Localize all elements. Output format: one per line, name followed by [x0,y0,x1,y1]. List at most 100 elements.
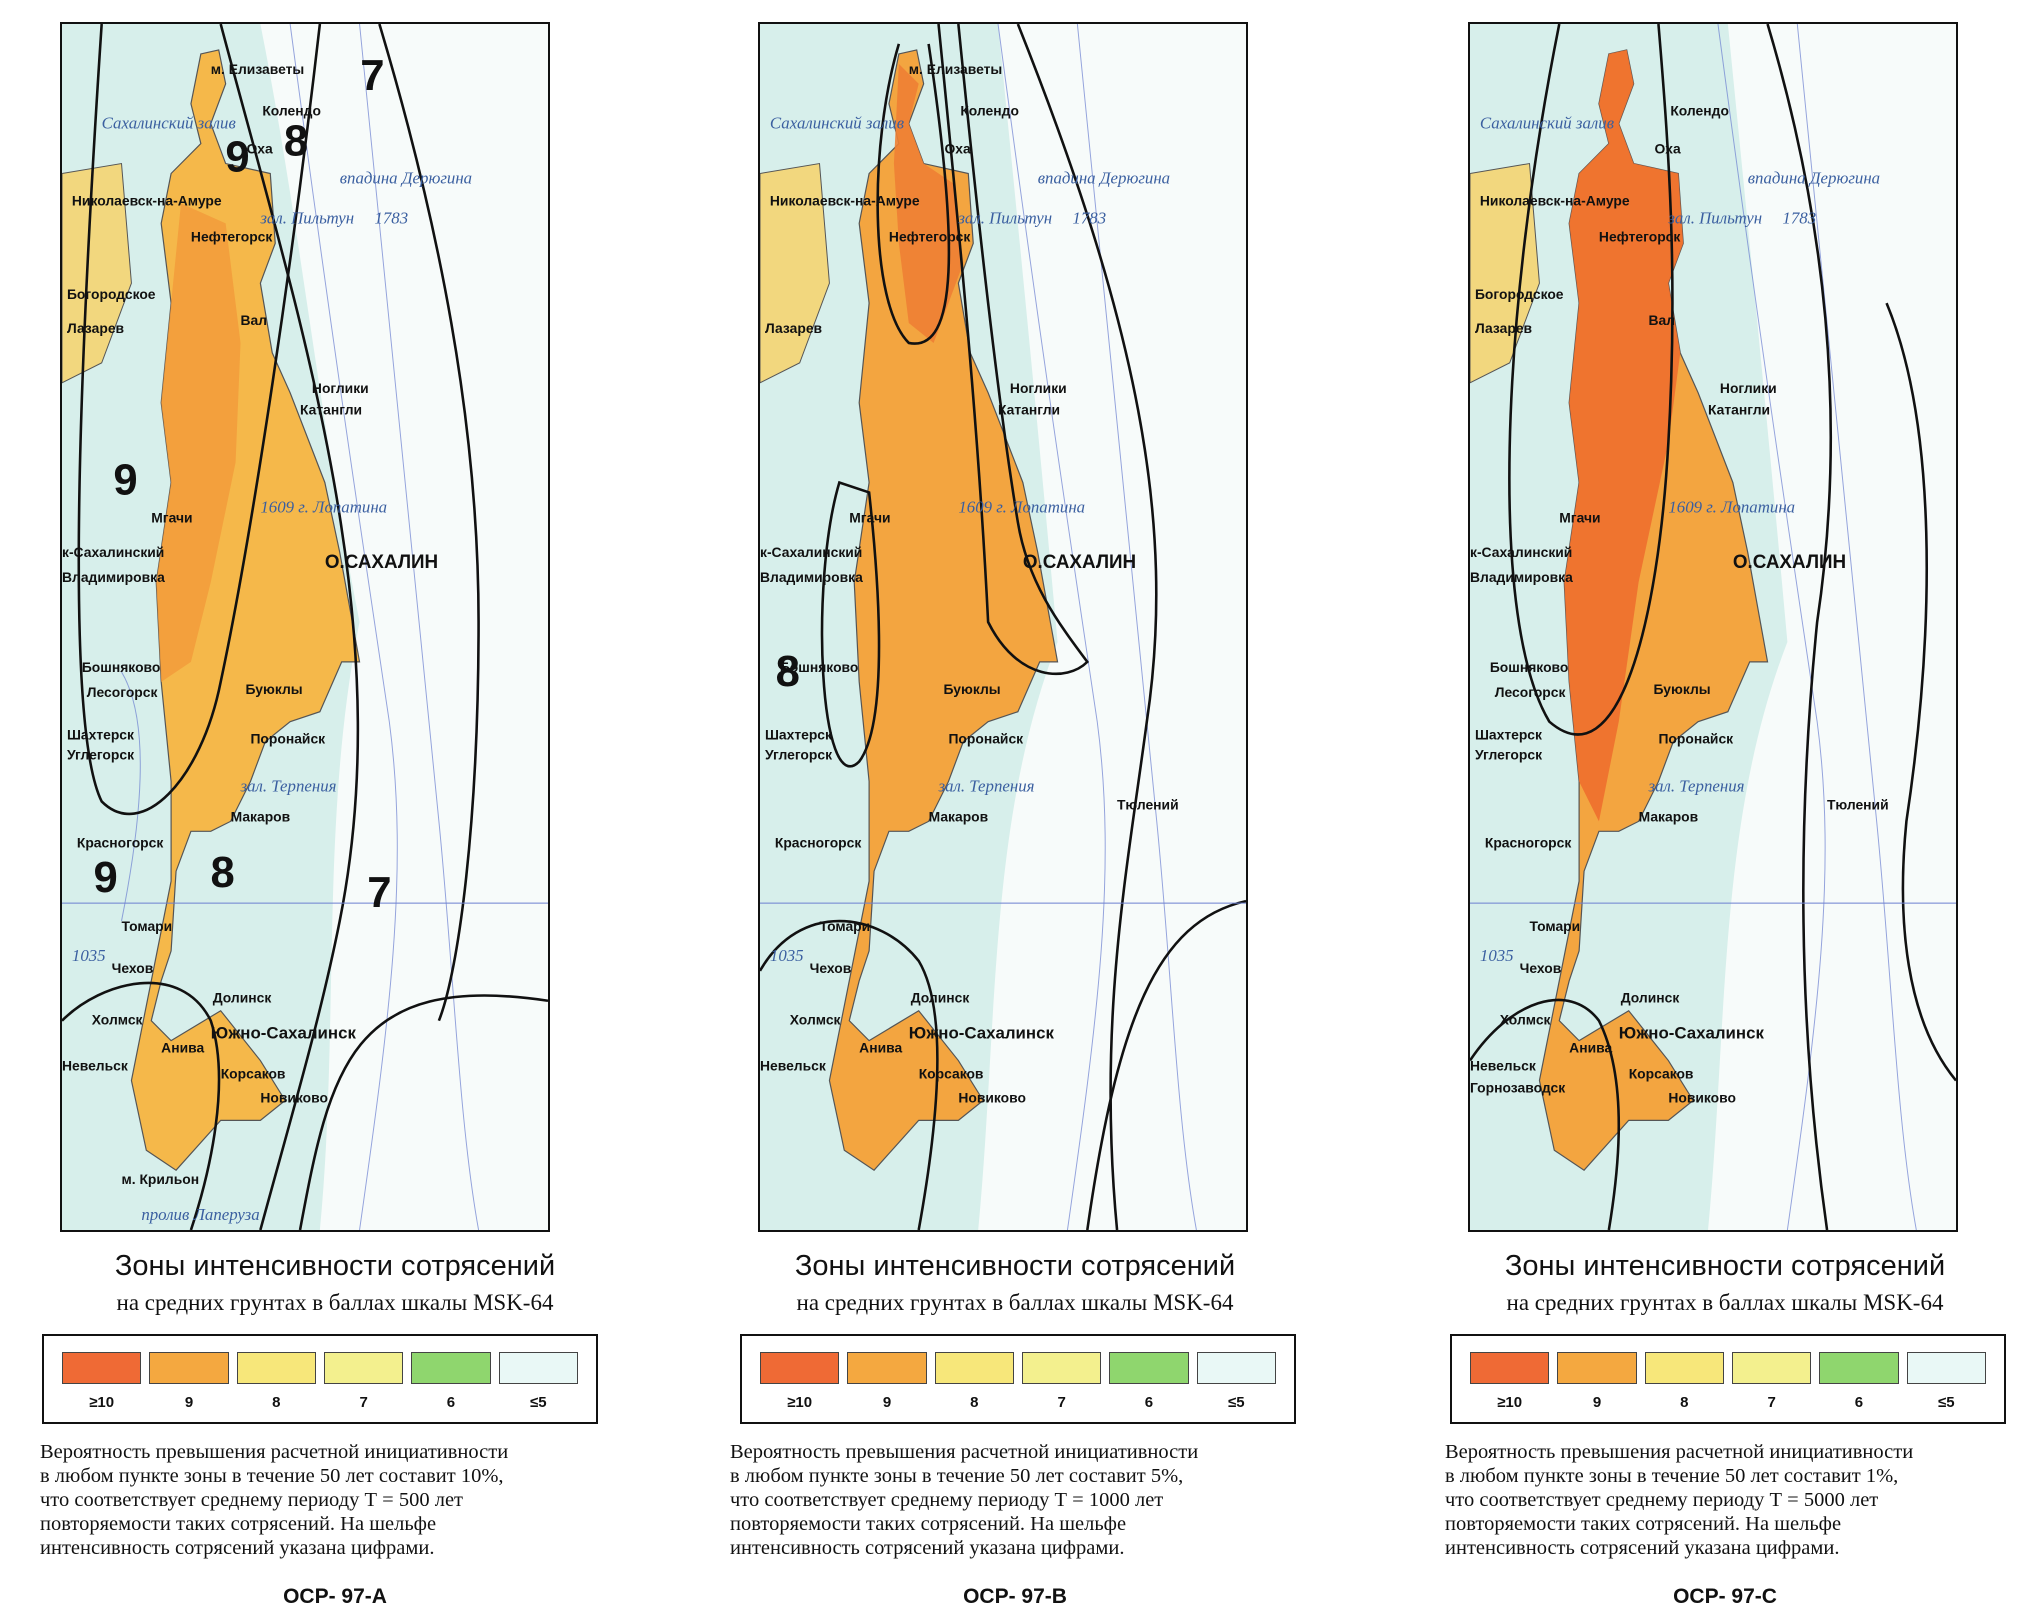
label-korsakov-b: Корсаков [919,1065,984,1081]
description-c: Вероятность превышения расчетной инициат… [1445,1440,2011,1560]
legend-swatch-4 [1819,1352,1899,1384]
label-gornozavodsk-c: Горнозаводск [1470,1079,1565,1095]
legend-swatch-0 [760,1352,840,1384]
legend-b: ≥10 9 8 7 6 ≤5 [740,1334,1296,1424]
zone-line-3 [1885,302,1956,1082]
label-uglegorsk-b: Углегорск [765,747,832,763]
label-sakh-bay-a: Сахалинский залив [102,114,237,133]
zone-title-c: Зоны интенсивности сотрясений [1504,1250,1946,1282]
legend-swatch-3 [1731,1352,1812,1384]
desc-line: в любом пункте зоны в течение 50 лет сос… [1445,1465,1899,1487]
desc-line: Вероятность превышения расчетной инициат… [1445,1441,1914,1463]
label-chekhov-b: Чехов [810,960,852,976]
label-yuzhno-c: Южно-Сахалинск [1619,1024,1765,1043]
zone-number: 9 [113,455,137,504]
desc-line: повторяемости таких сотрясений. На шельф… [1445,1513,1842,1535]
legend-a: ≥10 9 8 7 6 ≤5 [42,1334,598,1424]
zone-line-3 [219,24,360,1230]
label-tomari-c: Томари [1530,918,1581,934]
zone-line-3 [937,24,1090,676]
label-krasnogorsk-b: Красногорск [775,834,861,850]
legend-label-5: ≤5 [530,1394,547,1411]
legend-label-3: 7 [359,1394,368,1411]
label-nevelsk-b: Невельск [760,1057,826,1073]
description-b: Вероятность превышения расчетной инициат… [730,1440,1296,1560]
label-shakhtersk-b: Шахтерск [765,727,832,743]
label-nogliki-c: Ноглики [1720,380,1777,396]
label-lesogorsk-a: Лесогорск [87,684,158,700]
label-katangli-c: Катангли [1708,402,1770,418]
label-lazarev-c: Лазарев [1475,320,1532,336]
label-tyuleniy-c: Тюлений [1827,796,1889,812]
description-a: Вероятность превышения расчетной инициат… [40,1440,606,1560]
mainland [62,162,132,384]
label-neftegorsk-b: Нефтегорск [889,228,970,244]
label-piltun-b: зал. Пильтун [957,208,1052,227]
label-makarov-c: Макаров [1639,808,1699,824]
label-lopatina-c: 1609 г. Лопатина [1668,497,1795,516]
legend-labels-c: ≥10 9 8 7 6 ≤5 [1470,1394,1986,1416]
label-okha-b: Оха [944,141,970,157]
mainland [760,162,830,384]
panel-b: м. Елизаветы Оха Колендо Николаевск-на-А… [720,0,1310,1613]
desc-line: повторяемости таких сотрясений. На шельф… [730,1513,1127,1535]
label-val-a: Вал [241,312,268,328]
label-yuzhno-b: Южно-Сахалинск [909,1024,1055,1043]
label-kolendo-c: Колендо [1670,103,1729,119]
desc-line: интенсивность сотрясений указана цифрами… [730,1537,1125,1559]
label-sakhalin-a: О.САХАЛИН [325,552,438,573]
label-kolendo-a: Колендо [262,103,321,119]
label-deryugin-a: впадина Дерюгина [340,168,472,187]
island-sakhalin [828,49,1059,1171]
label-lazarev-b: Лазарев [765,320,822,336]
label-aleksandrovsk-a: к-Сахалинский [62,544,164,560]
label-elizaveta-a: м. Елизаветы [211,61,305,77]
legend-label-1: 9 [184,1394,194,1411]
label-shakhtersk-a: Шахтерск [67,727,134,743]
zone-line-1 [77,24,322,816]
label-novikovo-b: Новиково [958,1089,1026,1105]
label-buyukly-c: Буюклы [1653,681,1710,697]
label-terpeniya-b: зал. Терпения [938,776,1035,795]
label-kholmsk-a: Холмск [92,1012,143,1028]
zone-subtitle-a: на средних грунтах в баллах шкалы MSK-64 [116,1290,554,1315]
zone-subtitle-c: на средних грунтах в баллах шкалы MSK-64 [1506,1290,1944,1315]
label-aniva-a: Анива [161,1040,204,1056]
legend-swatch-5 [498,1352,578,1384]
map-svg-b: м. Елизаветы Оха Колендо Николаевск-на-А… [760,24,1246,1230]
panel-c: Оха Колендо Николаевск-на-Амуре Нефтегор… [1430,0,2020,1613]
legend-label-4: 6 [446,1394,456,1411]
legend-label-4: 6 [1854,1394,1864,1411]
desc-line: что соответствует среднему периоду Т = 1… [730,1489,1164,1511]
label-tyuleniy-b: Тюлений [1117,796,1179,812]
legend-label-1: 9 [1592,1394,1602,1411]
label-sakhalin-c: О.САХАЛИН [1733,552,1846,573]
map-svg-c: Оха Колендо Николаевск-на-Амуре Нефтегор… [1470,24,1956,1230]
desc-line: что соответствует среднему периоду Т = 5… [40,1489,464,1511]
legend-swatches-c [1470,1352,1986,1384]
label-vladimirovka-c: Владимировка [1470,569,1573,585]
label-nogliki-a: Ноглики [312,380,369,396]
map-code-c: ОСР- 97-С [1673,1585,1777,1608]
desc-line: в любом пункте зоны в течение 50 лет сос… [730,1465,1184,1487]
zone-line-5 [760,919,939,1230]
zone-number: 7 [360,51,384,100]
legend-label-0: ≥10 [787,1394,813,1411]
label-bogorodskoe-c: Богородское [1475,286,1564,302]
label-laperuza-a: пролив Лаперуза [141,1205,259,1224]
zone-line-2 [820,480,881,768]
legend-swatch-1 [149,1352,229,1384]
label-lopatina-a: 1609 г. Лопатина [260,497,387,516]
desc-line: Вероятность превышения расчетной инициат… [40,1441,509,1463]
legend-swatch-5 [1196,1352,1276,1384]
label-vladimirovka-a: Владимировка [62,569,165,585]
panel-a: м. Елизаветы Оха Колендо Николаевск-на-А… [40,0,630,1613]
legend-swatch-4 [411,1352,491,1384]
label-1783-c: 1783 [1782,208,1816,227]
label-chekhov-a: Чехов [112,960,154,976]
label-buyukly-a: Буюклы [245,681,302,697]
legend-swatch-0 [62,1352,142,1384]
label-kolendo-b: Колендо [960,103,1019,119]
label-neftegorsk-c: Нефтегорск [1599,228,1680,244]
label-okha-c: Оха [1654,141,1680,157]
